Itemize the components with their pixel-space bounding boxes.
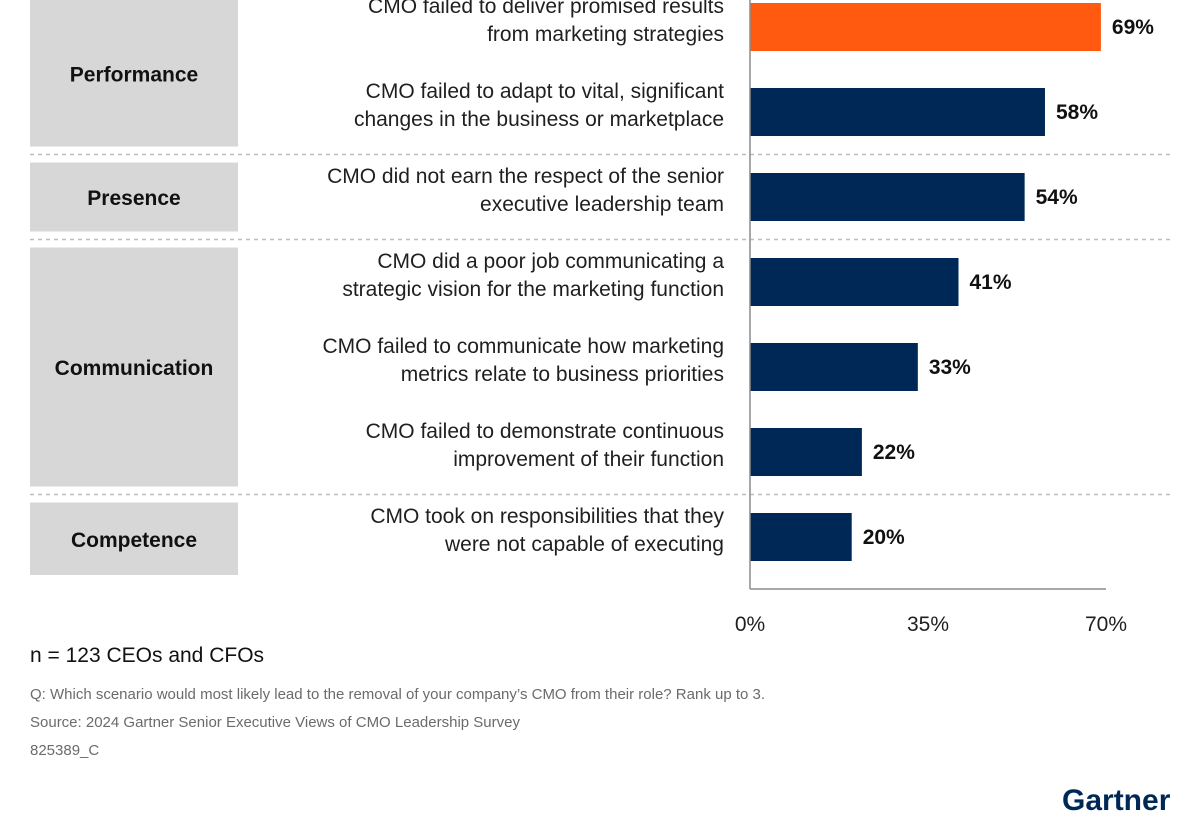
group-label: Competence [71,529,197,552]
value-label: 20% [863,526,905,549]
value-label: 22% [873,441,915,464]
value-label: 58% [1056,101,1098,124]
survey-question-note: Q: Which scenario would most likely lead… [30,686,766,703]
group-box [30,162,238,232]
category-label: were not capable of executing [444,533,724,556]
category-label: improvement of their function [453,448,724,471]
value-label: 41% [970,271,1012,294]
category-label: executive leadership team [480,193,724,216]
group-box [30,0,238,147]
brand-logo: Gartner [1062,784,1171,817]
category-label: strategic vision for the marketing funct… [342,278,724,301]
bar [750,258,959,306]
figure-id: 825389_C [30,742,100,759]
category-label: CMO took on responsibilities that they [370,505,724,528]
bar [750,513,852,561]
group-label: Communication [55,357,214,380]
category-label: metrics relate to business priorities [401,363,724,386]
value-label: 69% [1112,16,1154,39]
group-box [30,247,238,487]
category-label: CMO failed to adapt to vital, significan… [366,80,725,103]
category-label: from marketing strategies [487,23,724,46]
group-label: Presence [87,187,180,210]
category-label: CMO did not earn the respect of the seni… [327,165,724,188]
bar [750,428,862,476]
category-label: CMO failed to demonstrate continuous [366,420,724,443]
value-label: 33% [929,356,971,379]
bar [750,173,1025,221]
group-box [30,502,238,575]
sample-size-note: n = 123 CEOs and CFOs [30,644,265,667]
group-label: Performance [70,63,198,86]
x-tick-label: 0% [735,613,765,636]
category-label: CMO failed to communicate how marketing [323,335,725,358]
category-label: CMO failed to deliver promised results [368,0,724,18]
value-label: 54% [1036,186,1078,209]
source-note: Source: 2024 Gartner Senior Executive Vi… [30,714,520,731]
category-label: CMO did a poor job communicating a [377,250,724,273]
bar [750,343,918,391]
category-label: changes in the business or marketplace [354,108,724,131]
x-tick-label: 70% [1085,613,1127,636]
x-tick-label: 35% [907,613,949,636]
bar [750,88,1045,136]
bar-chart: 69% CMO failed to deliver promised result… [30,0,1170,636]
bar [750,3,1101,51]
